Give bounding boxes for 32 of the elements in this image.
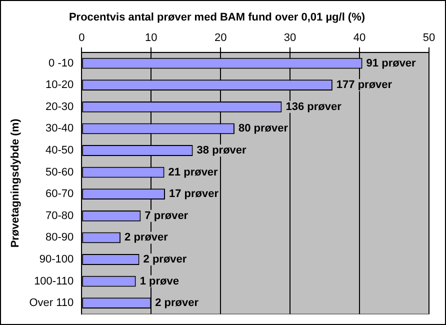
y-tick-label: 20-30: [45, 100, 74, 113]
x-tick-label: 40: [353, 32, 366, 44]
y-tick-label: 70-80: [45, 210, 74, 222]
annotation: 80 prøver: [238, 122, 289, 135]
y-tick-label: 10-20: [45, 79, 74, 92]
annotation: 2 prøver: [124, 232, 169, 244]
y-tick-label: 90-100: [39, 254, 74, 266]
y-tick-label: 30-40: [45, 122, 74, 135]
y-tick-label: 60-70: [45, 188, 74, 200]
y-tick-label: Over 110: [29, 297, 74, 310]
annotation: 2 prøver: [155, 297, 200, 310]
annotation: 1 prøve: [140, 275, 179, 288]
annotation: 91 prøver: [366, 57, 417, 70]
annotation: 38 prøver: [196, 144, 248, 157]
y-tick-label: 40-50: [45, 144, 74, 157]
annotation: 7 prøver: [144, 210, 189, 222]
annotation: 2 prøver: [143, 254, 188, 266]
x-tick-label: 0: [78, 32, 85, 44]
y-tick-label: 100-110: [34, 275, 74, 288]
y-axis-title: Prøvetagningsdybde (m): [10, 118, 22, 248]
x-tick-label: 50: [422, 32, 436, 44]
annotation: 21 prøver: [168, 166, 219, 178]
y-tick-label: 0 -10: [48, 57, 74, 70]
x-tick-label: 20: [214, 32, 227, 44]
y-tick-label: 50-60: [45, 166, 74, 178]
x-tick-label: 30: [284, 32, 296, 44]
y-tick-label: 80-90: [45, 232, 74, 244]
annotation: 17 prøver: [169, 188, 220, 200]
annotation: 136 prøver: [286, 100, 342, 113]
x-tick-label: 10: [144, 32, 158, 44]
chart-title: Procentvis antal prøver med BAM fund over 0,01 µg/l (%): [68, 12, 366, 24]
annotation: 177 prøver: [336, 79, 393, 92]
